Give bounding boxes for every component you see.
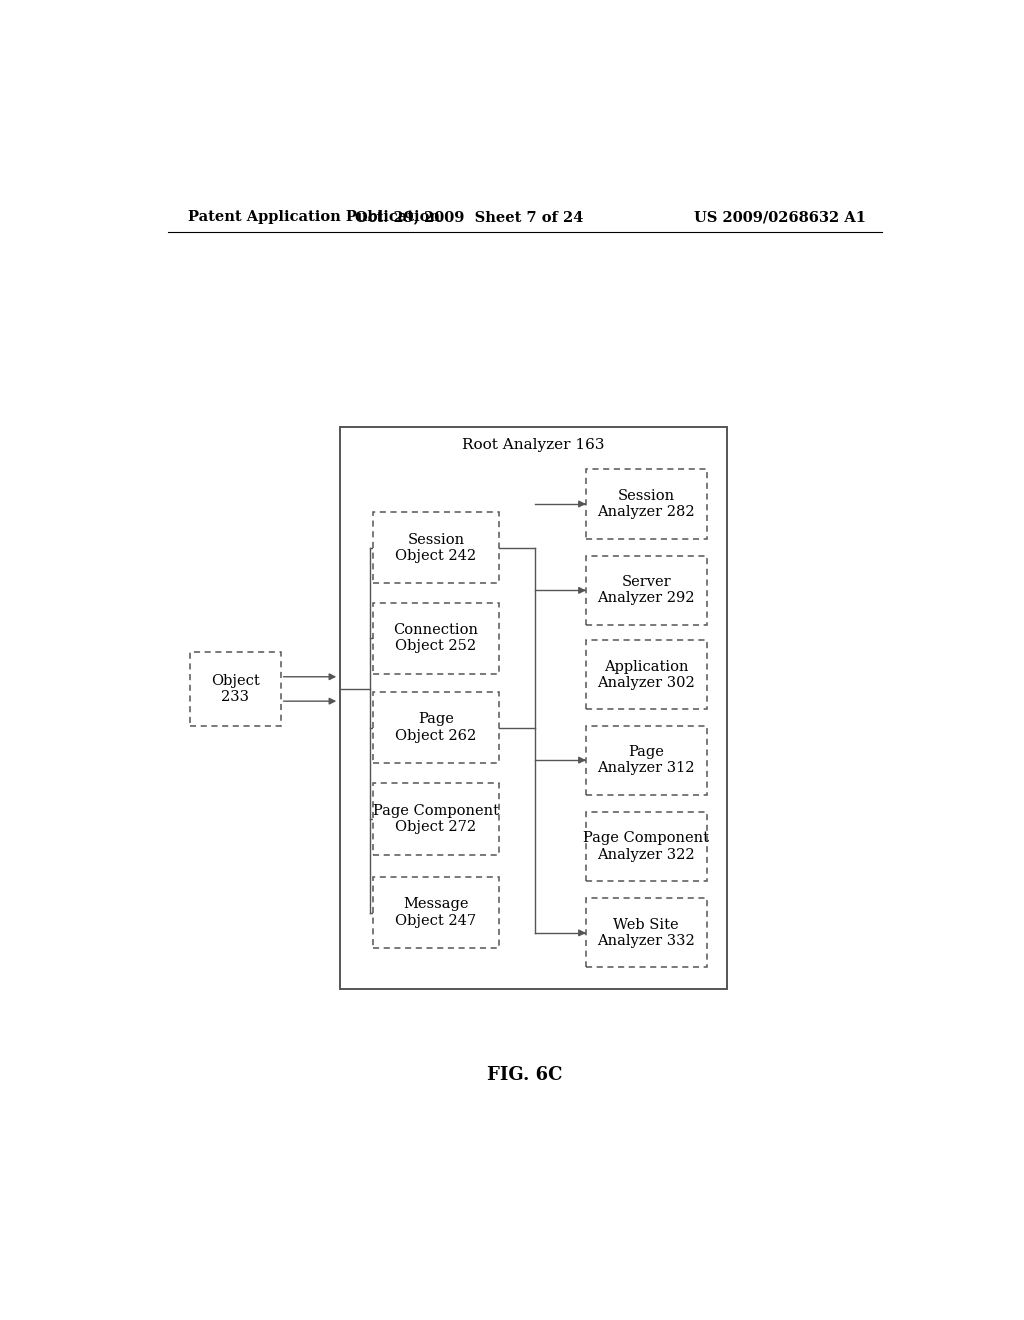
Text: Session
Object 242: Session Object 242: [395, 532, 476, 562]
Text: Patent Application Publication: Patent Application Publication: [187, 210, 439, 224]
Text: Web Site
Analyzer 332: Web Site Analyzer 332: [597, 917, 695, 948]
Bar: [340, 426, 727, 989]
Bar: [373, 512, 499, 583]
Bar: [586, 899, 707, 968]
Bar: [373, 876, 499, 948]
Text: Connection
Object 252: Connection Object 252: [393, 623, 478, 653]
Text: Page Component
Object 272: Page Component Object 272: [373, 804, 499, 834]
Bar: [586, 812, 707, 880]
Text: Page
Object 262: Page Object 262: [395, 713, 476, 743]
Text: Oct. 29, 2009  Sheet 7 of 24: Oct. 29, 2009 Sheet 7 of 24: [355, 210, 584, 224]
Bar: [586, 556, 707, 624]
Bar: [373, 692, 499, 763]
Text: Application
Analyzer 302: Application Analyzer 302: [597, 660, 695, 690]
Text: Page Component
Analyzer 322: Page Component Analyzer 322: [584, 832, 710, 862]
Bar: [586, 470, 707, 539]
Text: FIG. 6C: FIG. 6C: [487, 1067, 562, 1084]
Bar: [586, 726, 707, 795]
Text: Server
Analyzer 292: Server Analyzer 292: [597, 576, 695, 606]
Bar: [373, 602, 499, 673]
Text: Session
Analyzer 282: Session Analyzer 282: [597, 488, 695, 519]
Bar: [586, 640, 707, 709]
Text: Message
Object 247: Message Object 247: [395, 898, 476, 928]
Text: Root Analyzer 163: Root Analyzer 163: [462, 438, 605, 451]
Text: Page
Analyzer 312: Page Analyzer 312: [597, 744, 695, 775]
Text: Object
233: Object 233: [211, 675, 259, 704]
Bar: [373, 784, 499, 854]
Text: US 2009/0268632 A1: US 2009/0268632 A1: [694, 210, 866, 224]
Bar: [189, 652, 281, 726]
